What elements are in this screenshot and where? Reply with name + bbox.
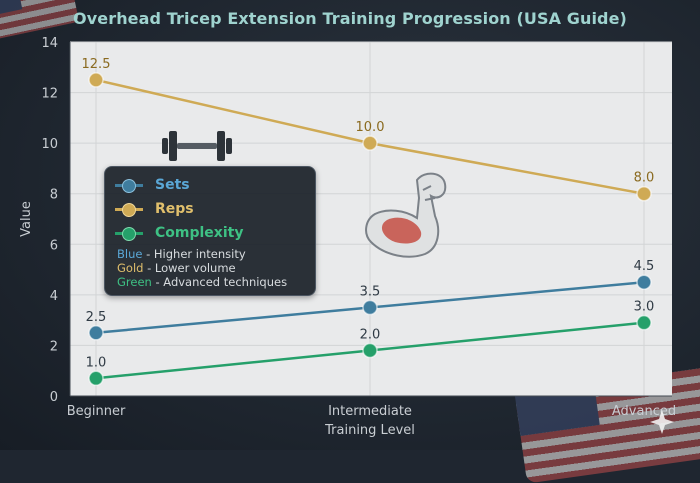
labels-layer: 2.5 3.5 4.5 12.5 10.0 8.0 1.0 2.0 3.0 xyxy=(82,57,655,370)
x-tick-label: Beginner xyxy=(67,404,126,419)
y-tick-label: 10 xyxy=(41,137,58,152)
legend-item-complexity: Complexity xyxy=(115,222,243,244)
decorations xyxy=(162,131,674,434)
y-axis-title: Value xyxy=(19,201,34,237)
legend-label: Reps xyxy=(155,201,194,217)
sets-data-label: 4.5 xyxy=(634,259,655,274)
legend-item-reps: Reps xyxy=(115,198,194,220)
y-tick-label: 0 xyxy=(50,390,58,405)
chart-title: Overhead Tricep Extension Training Progr… xyxy=(73,9,627,28)
sets-point xyxy=(362,299,378,316)
y-tick-label: 12 xyxy=(41,87,58,102)
axes: 0 2 4 6 8 10 12 14 Beginner Intermediate Advanced T… xyxy=(19,36,676,438)
reps-point xyxy=(88,72,104,88)
legend-note-gold: Gold - Lower volume xyxy=(117,261,236,275)
sets-data-label: 2.5 xyxy=(86,310,107,325)
y-tick-label: 4 xyxy=(50,289,58,304)
x-axis-title: Training Level xyxy=(324,423,415,438)
legend-swatch xyxy=(115,227,143,241)
legend-item-sets: Sets xyxy=(115,174,190,196)
flexed-arm-icon xyxy=(365,172,447,258)
y-tick-label: 2 xyxy=(50,339,58,354)
y-tick-label: 8 xyxy=(50,188,58,203)
sets-data-label: 3.5 xyxy=(360,285,381,300)
x-tick-label: Intermediate xyxy=(328,404,412,419)
sets-point xyxy=(88,325,104,341)
complexity-data-label: 3.0 xyxy=(634,300,655,315)
dumbbell-icon xyxy=(162,131,232,161)
legend-note-green: Green - Advanced techniques xyxy=(117,275,288,289)
complexity-point xyxy=(636,314,652,331)
reps-data-label: 8.0 xyxy=(634,171,655,186)
legend-note-blue: Blue - Higher intensity xyxy=(117,247,246,261)
reps-point xyxy=(362,135,378,151)
reps-data-label: 12.5 xyxy=(82,57,111,72)
complexity-point xyxy=(88,370,104,387)
reps-point xyxy=(636,185,652,202)
reps-data-label: 10.0 xyxy=(356,120,385,135)
y-tick-label: 14 xyxy=(41,36,58,51)
legend-swatch xyxy=(115,179,143,193)
legend: Sets Reps Complexity Blue - Higher inten… xyxy=(104,166,316,296)
series-layer xyxy=(88,72,652,387)
chart: 0 2 4 6 8 10 12 14 Beginner Intermediate Advanced T… xyxy=(19,36,676,438)
complexity-point xyxy=(362,342,378,359)
y-tick-label: 6 xyxy=(50,238,58,253)
complexity-data-label: 2.0 xyxy=(360,327,381,342)
complexity-data-label: 1.0 xyxy=(86,355,107,370)
legend-label: Sets xyxy=(155,177,190,193)
legend-label: Complexity xyxy=(155,225,244,241)
x-tick-label: Advanced xyxy=(612,404,676,419)
sets-point xyxy=(636,274,652,290)
legend-swatch xyxy=(115,203,143,217)
sparkle-icon xyxy=(650,410,674,434)
